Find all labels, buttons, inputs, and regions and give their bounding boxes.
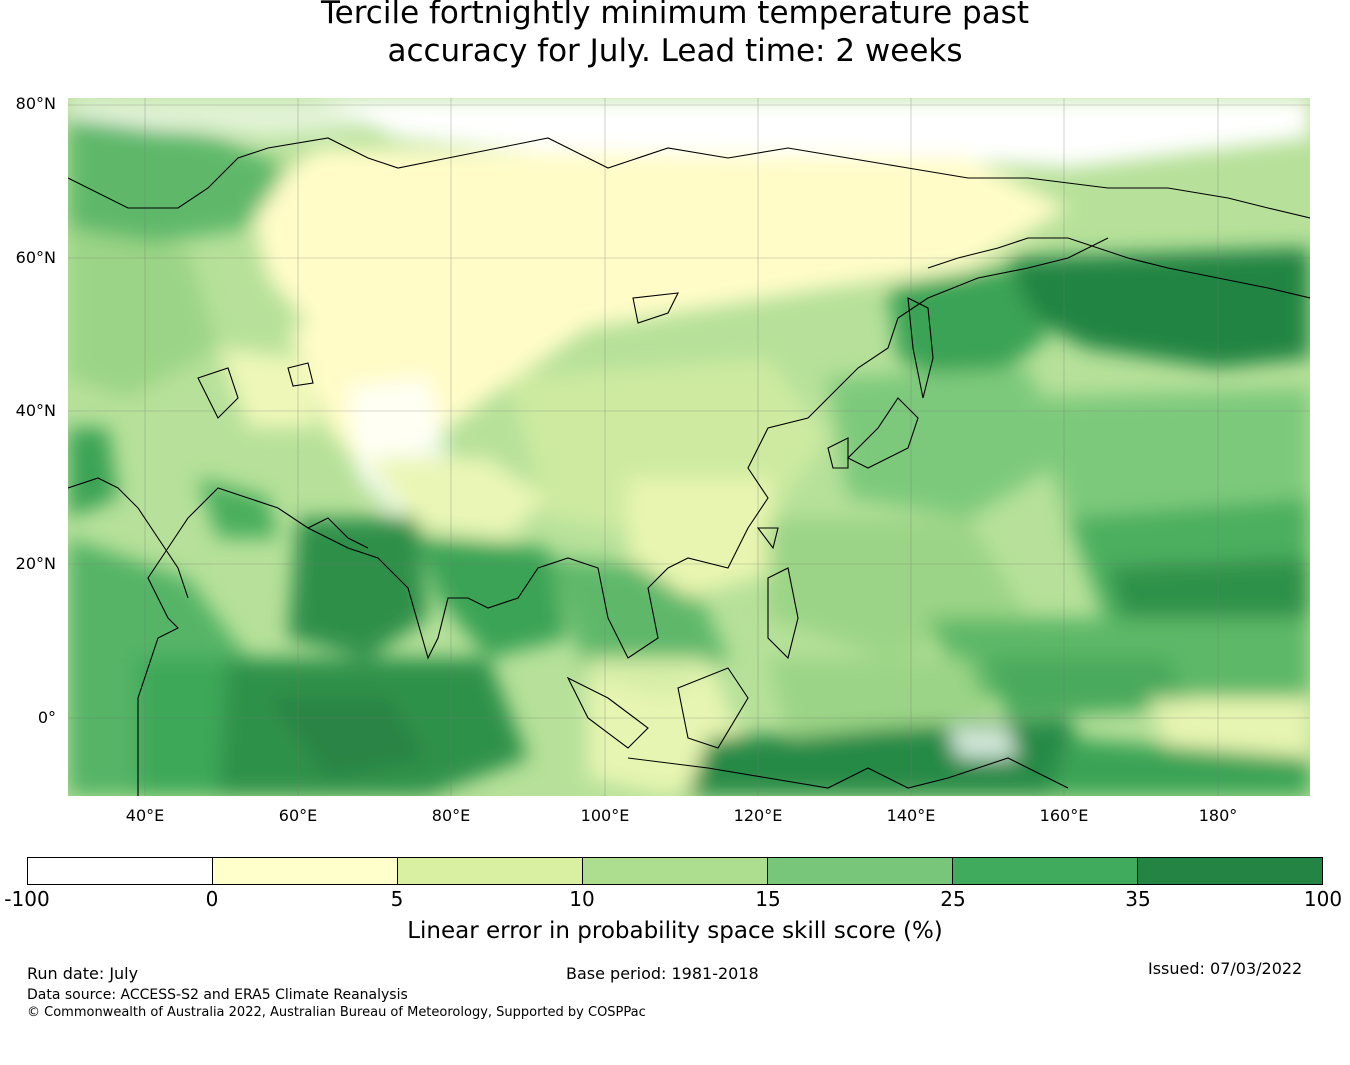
colorbar-tick: 15 (755, 887, 781, 911)
graticule (68, 98, 1310, 796)
colorbar-segment-5 (768, 858, 953, 884)
lat-label-40n: 40°N (15, 401, 56, 420)
chart-title: Tercile fortnightly minimum temperature … (0, 0, 1350, 70)
colorbar-tick: 5 (390, 887, 404, 911)
lon-label-180: 180° (1198, 806, 1238, 825)
colorbar-tick: 10 (569, 887, 595, 911)
colorbar-tick: 0 (205, 887, 219, 911)
colorbar-segment-6 (953, 858, 1138, 884)
lon-label-80e: 80°E (431, 806, 471, 825)
lon-label-120e: 120°E (733, 806, 783, 825)
title-line-2: accuracy for July. Lead time: 2 weeks (387, 33, 963, 69)
lat-label-0: 0° (37, 708, 56, 727)
colorbar-label: Linear error in probability space skill … (407, 918, 943, 944)
lon-label-100e: 100°E (580, 806, 630, 825)
run-date: Run date: July (27, 964, 139, 983)
lat-label-20n: 20°N (15, 554, 56, 573)
colorbar-tick: 100 (1303, 887, 1343, 911)
copyright: © Commonwealth of Australia 2022, Austra… (27, 1005, 646, 1020)
colorbar-segment-3 (398, 858, 583, 884)
skill-map-canvas (68, 98, 1310, 796)
skill-map (68, 98, 1310, 796)
colorbar (27, 857, 1323, 885)
lon-label-160e: 160°E (1039, 806, 1089, 825)
colorbar-segment-2 (213, 858, 398, 884)
base-period: Base period: 1981-2018 (566, 964, 759, 983)
issued-date: Issued: 07/03/2022 (1148, 959, 1303, 978)
colorbar-tick: 35 (1125, 887, 1151, 911)
lon-label-60e: 60°E (278, 806, 318, 825)
colorbar-segment-4 (583, 858, 768, 884)
coastlines (68, 137, 1310, 796)
lat-label-60n: 60°N (15, 248, 56, 267)
colorbar-tick: -100 (4, 887, 50, 911)
lat-label-80n: 80°N (15, 94, 56, 113)
colorbar-tick: 25 (940, 887, 966, 911)
colorbar-segment-1 (28, 858, 213, 884)
title-line-1: Tercile fortnightly minimum temperature … (321, 0, 1029, 31)
skill-field (68, 98, 1310, 796)
data-source: Data source: ACCESS-S2 and ERA5 Climate … (27, 987, 408, 1003)
lon-label-40e: 40°E (125, 806, 165, 825)
colorbar-segment-7 (1138, 858, 1322, 884)
lon-label-140e: 140°E (886, 806, 936, 825)
